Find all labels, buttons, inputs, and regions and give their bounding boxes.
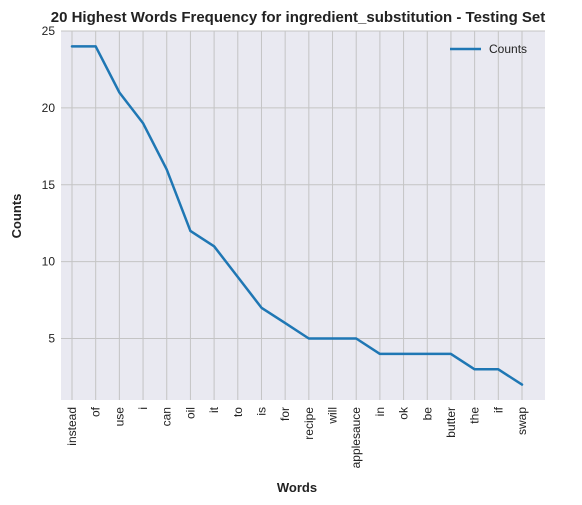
data-point [379, 353, 381, 355]
data-point [426, 353, 428, 355]
plot-background [61, 31, 545, 400]
y-tick-label: 25 [42, 24, 56, 38]
data-point [71, 45, 73, 47]
grid-layer [61, 30, 545, 400]
x-tick-label: is [254, 407, 268, 416]
y-axis-label: Counts [9, 194, 24, 239]
x-tick-label: i [136, 407, 150, 410]
x-tick-label: ok [397, 406, 411, 420]
data-point [213, 245, 215, 247]
data-point [189, 230, 192, 232]
x-tick-label: be [420, 407, 434, 421]
data-point [402, 353, 405, 355]
data-point [497, 368, 499, 370]
x-tick-label: in [373, 407, 387, 416]
x-tick-label: to [231, 407, 245, 417]
data-point [450, 353, 452, 355]
data-point [355, 337, 357, 340]
legend: Counts [450, 42, 527, 56]
x-axis-label: Words [277, 480, 317, 495]
x-tick-label: can [160, 407, 174, 426]
data-point [166, 168, 168, 170]
data-point [521, 384, 523, 386]
x-tick-label: the [468, 407, 482, 424]
data-point [95, 45, 97, 47]
data-point [474, 368, 476, 370]
y-tick-label: 10 [42, 255, 56, 269]
data-point [331, 337, 334, 340]
chart-title: 20 Highest Words Frequency for ingredien… [51, 9, 546, 26]
line-layer [70, 45, 524, 386]
x-tick-label: if [491, 406, 505, 413]
data-point [237, 276, 239, 278]
y-tick-labels: 5 10 15 20 25 [42, 24, 56, 346]
data-point [284, 322, 286, 324]
x-tick-label: recipe [302, 407, 316, 440]
data-point [142, 122, 144, 124]
y-tick-label: 20 [42, 101, 56, 115]
data-point [308, 337, 310, 340]
x-tick-label: oil [183, 407, 197, 419]
x-tick-label: use [112, 407, 126, 427]
x-tick-label: applesauce [349, 407, 363, 469]
x-tick-label: instead [65, 407, 79, 446]
x-tick-label: butter [444, 407, 458, 438]
x-tick-label: for [278, 407, 292, 421]
x-tick-label: of [89, 406, 103, 417]
x-tick-label: it [207, 406, 221, 413]
series-line-counts [70, 45, 524, 386]
x-tick-labels: instead of use i can oil it to is for recipe will ap… [65, 406, 529, 468]
y-tick-label: 5 [48, 332, 55, 346]
data-point [118, 91, 120, 94]
legend-label-counts: Counts [489, 42, 527, 56]
x-tick-label: swap [515, 407, 529, 435]
y-tick-label: 15 [42, 178, 56, 192]
x-tick-label: will [326, 407, 340, 425]
data-point [260, 307, 263, 309]
